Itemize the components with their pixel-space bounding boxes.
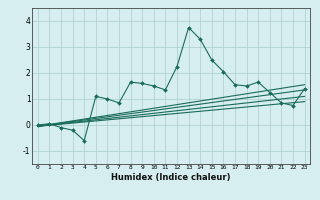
- X-axis label: Humidex (Indice chaleur): Humidex (Indice chaleur): [111, 173, 231, 182]
